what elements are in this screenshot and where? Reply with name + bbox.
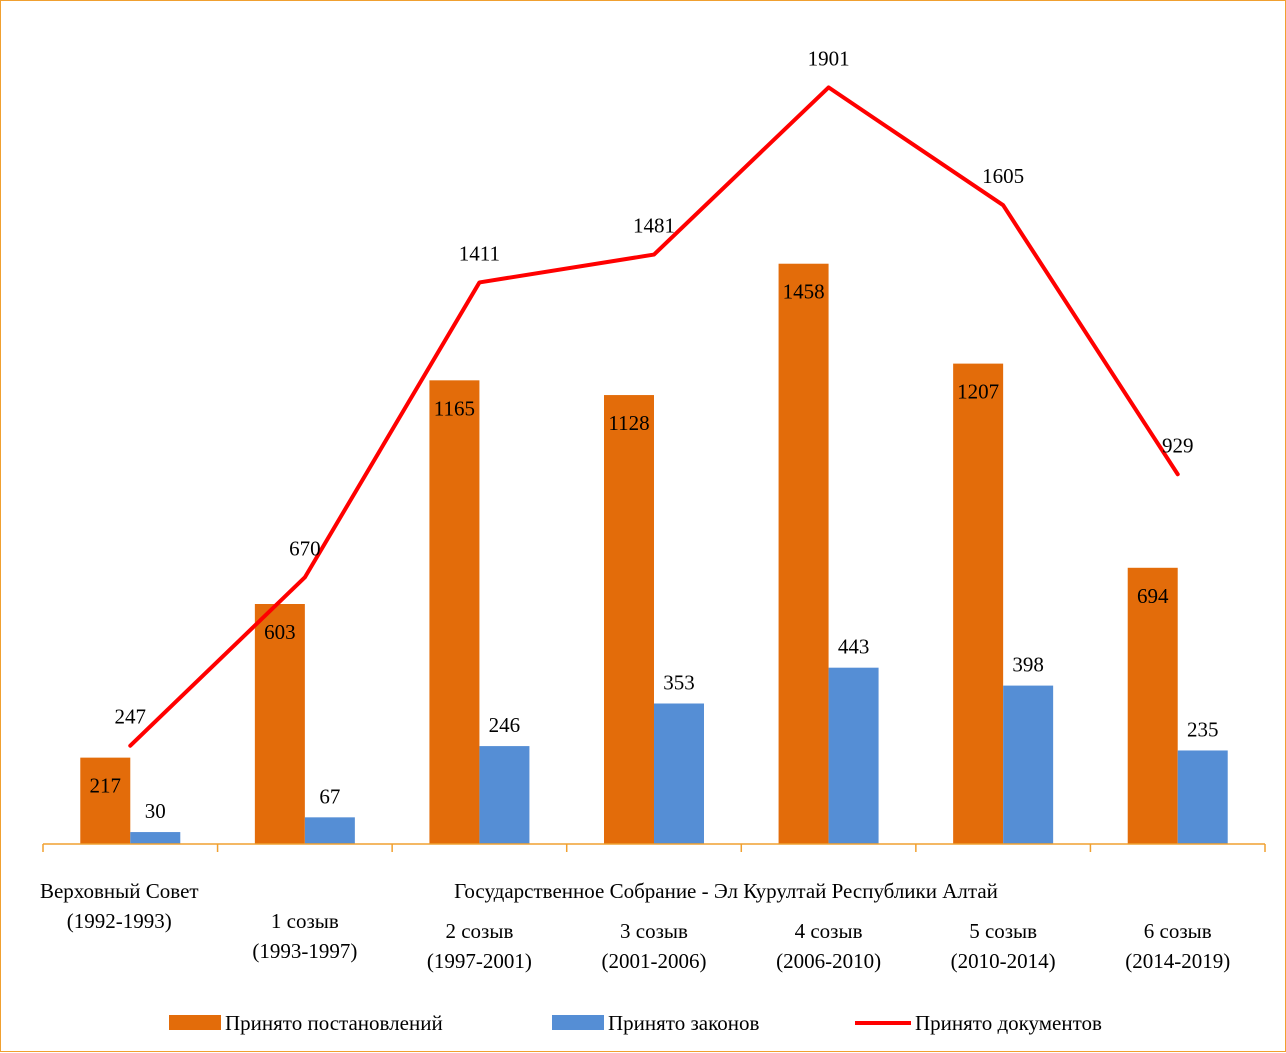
category-label-6-line-0: 6 созыв	[1144, 919, 1212, 943]
legend-label-postanovleniya: Принято постановлений	[225, 1011, 443, 1035]
bar-postanovleniya-1	[254, 604, 305, 844]
category-label-3-line-0: 3 созыв	[620, 919, 688, 943]
legend-label-dokumenty: Принято документов	[915, 1011, 1102, 1035]
series-dokumenty-line	[128, 85, 1180, 748]
data-label-dokumenty-6: 929	[1162, 433, 1194, 457]
category-label-4-line-0: 4 созыв	[795, 919, 863, 943]
data-label-zakony-1: 67	[319, 784, 340, 808]
data-label-postanovleniya-1: 603	[264, 620, 296, 644]
data-label-zakony-5: 398	[1012, 653, 1044, 677]
category-label-1-line-0: 1 созыв	[271, 909, 339, 933]
bar-postanovleniya-5	[953, 363, 1004, 844]
bar-zakony-6	[1177, 750, 1228, 844]
data-label-dokumenty-1: 670	[289, 536, 321, 560]
data-label-dokumenty-3: 1481	[633, 214, 675, 238]
bar-zakony-4	[828, 667, 879, 844]
bar-postanovleniya-2	[429, 380, 480, 844]
data-label-zakony-4: 443	[838, 635, 870, 659]
data-label-postanovleniya-3: 1128	[608, 411, 649, 435]
bar-zakony-1	[304, 817, 355, 844]
data-label-zakony-2: 246	[489, 713, 521, 737]
data-label-zakony-6: 235	[1187, 717, 1219, 741]
bar-zakony-3	[654, 703, 704, 844]
data-label-dokumenty-5: 1605	[982, 164, 1024, 188]
category-label-5-line-0: 5 созыв	[969, 919, 1037, 943]
legend-label-zakony: Принято законов	[608, 1011, 759, 1035]
data-label-postanovleniya-2: 1165	[434, 396, 475, 420]
legend-swatch-zakony	[552, 1015, 604, 1030]
category-group-label: Государственное Собрание - Эл Курултай Р…	[454, 879, 998, 903]
category-label-2-line-0: 2 созыв	[445, 919, 513, 943]
category-label-3-line-1: (2001-2006)	[602, 949, 707, 973]
data-label-dokumenty-0: 247	[115, 705, 147, 729]
bar-postanovleniya-3	[604, 395, 654, 844]
series-postanovleniya-bars	[80, 263, 1178, 844]
category-label-0-line-1: (1992-1993)	[67, 909, 172, 933]
legend-swatch-postanovleniya	[169, 1015, 221, 1030]
category-label-1-line-1: (1993-1997)	[252, 939, 357, 963]
category-label-0-line-0: Верховный Совет	[40, 879, 199, 903]
bar-postanovleniya-6	[1127, 567, 1178, 844]
data-label-postanovleniya-6: 694	[1137, 584, 1169, 608]
data-label-postanovleniya-4: 1458	[783, 280, 825, 304]
bar-zakony-0	[130, 832, 181, 844]
bar-postanovleniya-0	[80, 757, 131, 844]
data-label-dokumenty-2: 1411	[459, 241, 500, 265]
series-zakony-bars	[130, 667, 1228, 844]
legend: Принято постановлений Принято законов Прин…	[169, 1011, 1102, 1035]
data-label-zakony-3: 353	[663, 671, 695, 695]
bar-zakony-2	[479, 746, 530, 844]
bar-zakony-5	[1003, 685, 1054, 844]
bar-postanovleniya-4	[778, 263, 829, 844]
category-label-5-line-1: (2010-2014)	[951, 949, 1056, 973]
data-label-postanovleniya-0: 217	[90, 774, 122, 798]
category-label-4-line-1: (2006-2010)	[776, 949, 881, 973]
category-label-6-line-1: (2014-2019)	[1125, 949, 1230, 973]
data-label-dokumenty-4: 1901	[808, 46, 850, 70]
data-label-zakony-0: 30	[145, 799, 166, 823]
category-label-2-line-1: (1997-2001)	[427, 949, 532, 973]
data-label-postanovleniya-5: 1207	[957, 380, 999, 404]
